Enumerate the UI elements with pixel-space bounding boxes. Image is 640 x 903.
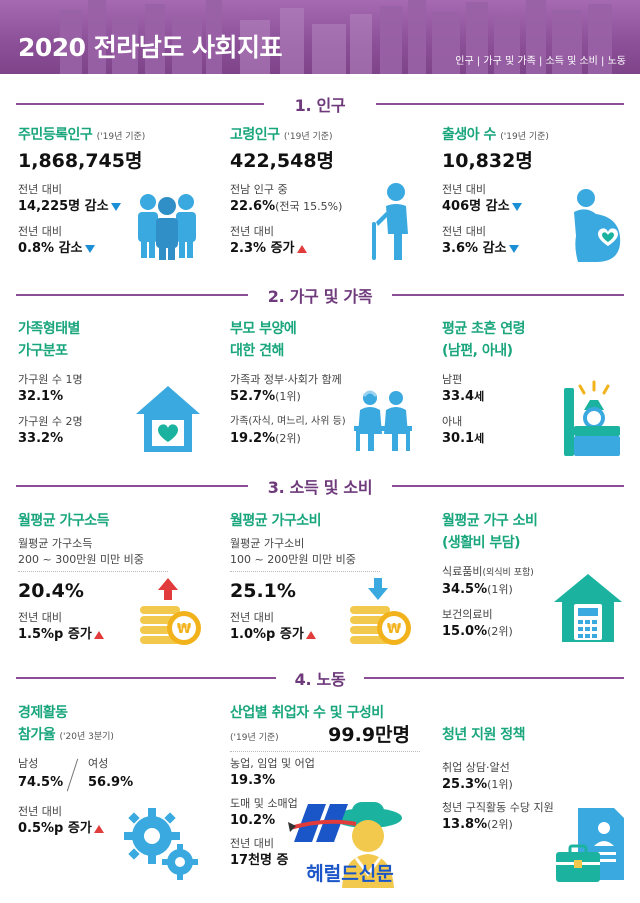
farmer-icon: 헤럴드신문 xyxy=(288,802,402,888)
increase-arrow-icon xyxy=(305,630,316,639)
stat-labor-participation: 경제활동 참가율 ('20년 3분기) 남성 74.5% 여성 56.9% 전년… xyxy=(18,702,218,838)
stat-parent-support: 부모 부양에 대한 견해 가족과 정부·사회가 함께 52.7%(1위) 가족(… xyxy=(230,321,346,446)
births-value: 10,832명 xyxy=(442,150,533,172)
stat-living-cost-burden: 월평균 가구 소비 (생활비 부담) 식료품비(외식비 포함) 34.5%(1위… xyxy=(442,513,538,639)
elderly-population-value: 422,548명 xyxy=(230,150,335,172)
gears-icon xyxy=(124,808,198,880)
topic-tags: 인구 | 가구 및 가족 | 소득 및 소비 | 노동 xyxy=(455,56,626,67)
briefcase-document-icon xyxy=(556,808,624,882)
people-group-icon xyxy=(138,194,196,260)
ring-box-icon xyxy=(564,380,620,456)
stat-employment-by-industry: 산업별 취업자 수 및 구성비 ('19년 기준) 99.9만명 농업, 임업 … xyxy=(230,702,430,870)
svg-text:₩: ₩ xyxy=(177,622,192,637)
stat-first-marriage-age: 평균 초혼 연령 (남편, 아내) 남편 33.4세 아내 30.1세 xyxy=(442,321,526,446)
watermark-text: 헤럴드신문 xyxy=(306,863,393,885)
decrease-arrow-icon xyxy=(511,202,522,211)
section-header-household: 2. 가구 및 가족 xyxy=(16,283,624,306)
stat-registered-population: 주민등록인구 ('19년 기준) 1,868,745명 전년 대비 14,225… xyxy=(18,124,218,258)
pregnant-heart-icon xyxy=(574,189,621,262)
elderly-couple-icon xyxy=(354,390,412,451)
coins-down-icon: ₩ xyxy=(350,578,411,645)
increase-arrow-icon xyxy=(93,630,104,639)
section-header-labor: 4. 노동 xyxy=(16,666,624,689)
registered-population-value: 1,868,745명 xyxy=(18,150,143,172)
svg-text:₩: ₩ xyxy=(387,622,402,637)
house-heart-icon xyxy=(136,386,200,452)
decrease-arrow-icon xyxy=(110,202,121,211)
city-skyline-icon xyxy=(60,0,612,74)
header-banner: 2020 전라남도 사회지표 인구 | 가구 및 가족 | 소득 및 소비 | … xyxy=(0,0,640,74)
stat-youth-support: 청년 지원 정책 취업 상담·알선 25.3%(1위) 청년 구직활동 수당 지… xyxy=(442,727,554,832)
stat-household-income: 월평균 가구소득 월평균 가구소득 200 ~ 300만원 미만 비중 20.4… xyxy=(18,510,218,644)
elderly-person-icon xyxy=(372,183,408,260)
section-header-income: 3. 소득 및 소비 xyxy=(16,474,624,497)
stat-births: 출생아 수 ('19년 기준) 10,832명 전년 대비 406명 감소 전년… xyxy=(442,124,640,258)
decrease-arrow-icon xyxy=(84,244,95,253)
section-header-population: 1. 인구 xyxy=(16,92,624,115)
stat-household-spending: 월평균 가구소비 월평균 가구소비 100 ~ 200만원 미만 비중 25.1… xyxy=(230,510,430,644)
decrease-arrow-icon xyxy=(508,244,519,253)
income-share-value: 20.4% xyxy=(18,580,84,602)
spending-share-value: 25.1% xyxy=(230,580,296,602)
increase-arrow-icon xyxy=(93,824,104,833)
stat-household-composition: 가족형태별 가구분포 가구원 수 1명 32.1% 가구원 수 2명 33.2% xyxy=(18,321,83,446)
house-calculator-icon xyxy=(554,574,622,642)
divider xyxy=(66,758,79,792)
increase-arrow-icon xyxy=(296,244,307,253)
watermark-logo xyxy=(288,804,357,842)
gender-rates: 남성 74.5% 여성 56.9% xyxy=(18,757,134,792)
page-title: 2020 전라남도 사회지표 xyxy=(18,33,283,62)
stat-elderly-population: 고령인구 ('19년 기준) 422,548명 전남 인구 중 22.6%(전국… xyxy=(230,124,430,258)
total-employed-value: 99.9만명 xyxy=(328,724,410,746)
coins-up-icon: ₩ xyxy=(140,578,201,645)
